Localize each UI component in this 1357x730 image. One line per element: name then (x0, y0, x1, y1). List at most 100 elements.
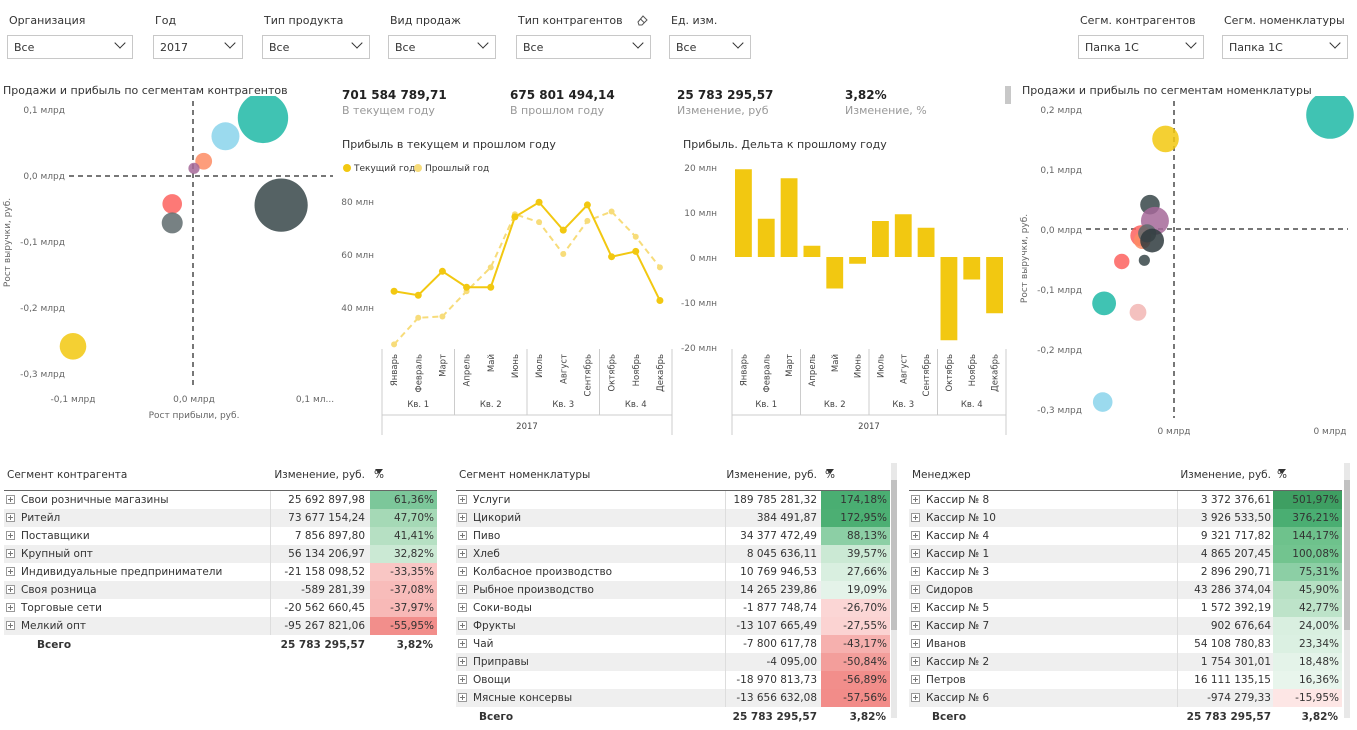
manager-table-scroll-thumb[interactable] (1344, 480, 1350, 630)
filter-counterparty-segment-dropdown[interactable]: Папка 1С (1078, 35, 1204, 59)
table-row[interactable]: Своя розница -589 281,39 -37,08% (4, 581, 437, 599)
column-header-segment[interactable]: Сегмент контрагента (7, 469, 128, 481)
table-row[interactable]: Цикорий 384 491,87 172,95% (456, 509, 890, 527)
expand-plus-icon[interactable] (458, 657, 467, 666)
column-header-change[interactable]: Изменение, руб. (1180, 469, 1271, 481)
table-row[interactable]: Крупный опт 56 134 206,97 32,82% (4, 545, 437, 563)
table-row[interactable]: Услуги 189 785 281,32 174,18% (456, 491, 890, 509)
expand-plus-icon[interactable] (6, 621, 15, 630)
table-row[interactable]: Индивидуальные предприниматели -21 158 09… (4, 563, 437, 581)
table-row[interactable]: Фрукты -13 107 665,49 -27,55% (456, 617, 890, 635)
expand-plus-icon[interactable] (458, 549, 467, 558)
expand-plus-icon[interactable] (458, 675, 467, 684)
expand-plus-icon[interactable] (911, 585, 920, 594)
expand-plus-icon[interactable] (6, 531, 15, 540)
table-row[interactable]: Кассир № 1 4 865 207,45 100,08% (909, 545, 1342, 563)
expand-plus-icon[interactable] (6, 603, 15, 612)
table-row[interactable]: Рыбное производство 14 265 239,86 19,09% (456, 581, 890, 599)
expand-plus-icon[interactable] (458, 513, 467, 522)
manager-table[interactable]: Менеджер Изменение, руб.% Кассир № 8 3 372 … (909, 463, 1342, 727)
row-percent: -37,08% (370, 581, 437, 599)
table-row[interactable]: Поставщики 7 856 897,80 41,41% (4, 527, 437, 545)
expand-plus-icon[interactable] (911, 657, 920, 666)
table-row[interactable]: Кассир № 8 3 372 376,61 501,97% (909, 491, 1342, 509)
filter-unit-dropdown[interactable]: Все (669, 35, 751, 59)
expand-plus-icon[interactable] (458, 621, 467, 630)
table-row[interactable]: Хлеб 8 045 636,11 39,57% (456, 545, 890, 563)
profit-line-chart[interactable]: Текущий год Прошлый год 80 млн 60 млн 40 млн… (330, 155, 675, 435)
kpi-scrollbar[interactable] (1005, 86, 1011, 104)
expand-plus-icon[interactable] (911, 531, 920, 540)
table-row[interactable]: Кассир № 10 3 926 533,50 376,21% (909, 509, 1342, 527)
expand-plus-icon[interactable] (911, 513, 920, 522)
filter-organization-dropdown[interactable]: Все (7, 35, 133, 59)
expand-plus-icon[interactable] (6, 585, 15, 594)
expand-plus-icon[interactable] (911, 693, 920, 702)
eraser-icon[interactable] (636, 14, 648, 26)
column-header-segment[interactable]: Сегмент номенклатуры (459, 469, 591, 481)
table-row[interactable]: Кассир № 7 902 676,64 24,00% (909, 617, 1342, 635)
expand-plus-icon[interactable] (458, 495, 467, 504)
expand-plus-icon[interactable] (6, 495, 15, 504)
expand-plus-icon[interactable] (911, 567, 920, 576)
table-row[interactable]: Ритейл 73 677 154,24 47,70% (4, 509, 437, 527)
nomenclature-table-scroll-thumb[interactable] (891, 480, 897, 630)
expand-plus-icon[interactable] (911, 639, 920, 648)
column-header-change[interactable]: Изменение, руб. (274, 469, 365, 481)
sort-desc-icon[interactable] (375, 469, 383, 474)
table-row[interactable]: Овощи -18 970 813,73 -56,89% (456, 671, 890, 689)
expand-plus-icon[interactable] (458, 639, 467, 648)
expand-plus-icon[interactable] (911, 675, 920, 684)
expand-plus-icon[interactable] (458, 693, 467, 702)
scatter-point (162, 194, 183, 214)
column-header-percent[interactable]: % (1277, 469, 1287, 481)
expand-plus-icon[interactable] (911, 621, 920, 630)
table-row[interactable]: Иванов 54 108 780,83 23,34% (909, 635, 1342, 653)
expand-plus-icon[interactable] (458, 585, 467, 594)
expand-plus-icon[interactable] (6, 549, 15, 558)
column-header-segment[interactable]: Менеджер (912, 469, 971, 481)
column-header-percent[interactable]: % (374, 469, 384, 481)
filter-year-dropdown[interactable]: 2017 (153, 35, 243, 59)
expand-plus-icon[interactable] (458, 531, 467, 540)
filter-product-type-dropdown[interactable]: Все (262, 35, 370, 59)
table-row[interactable]: Колбасное производство 10 769 946,53 27,66… (456, 563, 890, 581)
expand-plus-icon[interactable] (911, 603, 920, 612)
x-tick-label: 0 млрд (1313, 427, 1346, 437)
table-row[interactable]: Чай -7 800 617,78 -43,17% (456, 635, 890, 653)
expand-plus-icon[interactable] (6, 513, 15, 522)
table-row[interactable]: Кассир № 4 9 321 717,82 144,17% (909, 527, 1342, 545)
table-row[interactable]: Мясные консервы -13 656 632,08 -57,56% (456, 689, 890, 707)
table-row[interactable]: Кассир № 3 2 896 290,71 75,31% (909, 563, 1342, 581)
table-row[interactable]: Петров 16 111 135,15 16,36% (909, 671, 1342, 689)
table-row[interactable]: Соки-воды -1 877 748,74 -26,70% (456, 599, 890, 617)
table-row[interactable]: Приправы -4 095,00 -50,84% (456, 653, 890, 671)
table-row[interactable]: Торговые сети -20 562 660,45 -37,97% (4, 599, 437, 617)
sort-desc-icon[interactable] (1278, 469, 1286, 474)
expand-plus-icon[interactable] (458, 567, 467, 576)
filter-nomenclature-segment-dropdown[interactable]: Папка 1С (1222, 35, 1348, 59)
sort-desc-icon[interactable] (826, 469, 834, 474)
table-row[interactable]: Пиво 34 377 472,49 88,13% (456, 527, 890, 545)
filter-value: Папка 1С (1085, 41, 1139, 54)
scatter-nomenclature-chart[interactable]: 0,2 млрд 0,1 млрд 0,0 млрд -0,1 млрд -0,2 мл… (1017, 96, 1357, 441)
expand-plus-icon[interactable] (911, 549, 920, 558)
expand-plus-icon[interactable] (6, 567, 15, 576)
table-row[interactable]: Свои розничные магазины 25 692 897,98 61,3… (4, 491, 437, 509)
table-row[interactable]: Сидоров 43 286 374,04 45,90% (909, 581, 1342, 599)
expand-plus-icon[interactable] (911, 495, 920, 504)
filter-sales-kind-dropdown[interactable]: Все (388, 35, 496, 59)
table-row[interactable]: Кассир № 2 1 754 301,01 18,48% (909, 653, 1342, 671)
column-header-change[interactable]: Изменение, руб. (726, 469, 817, 481)
table-row[interactable]: Кассир № 5 1 572 392,19 42,77% (909, 599, 1342, 617)
filter-counterparty-type-dropdown[interactable]: Все (516, 35, 651, 59)
table-row[interactable]: Кассир № 6 -974 279,33 -15,95% (909, 689, 1342, 707)
profit-delta-bar-chart[interactable]: 20 млн 10 млн 0 млн -10 млн -20 млн Январь Фев… (672, 155, 1017, 435)
expand-plus-icon[interactable] (458, 603, 467, 612)
nomenclature-segment-table[interactable]: Сегмент номенклатуры Изменение, руб.% Услу… (456, 463, 890, 727)
x-tick-label-month: Май (831, 354, 841, 372)
counterparty-segment-table[interactable]: Сегмент контрагента Изменение, руб.% Свои … (4, 463, 437, 655)
column-header-percent[interactable]: % (825, 469, 835, 481)
table-row[interactable]: Мелкий опт -95 267 821,06 -55,95% (4, 617, 437, 635)
scatter-counterparty-chart[interactable]: 0,1 млрд 0,0 млрд -0,1 млрд -0,2 млрд -0,3 м… (0, 96, 336, 441)
